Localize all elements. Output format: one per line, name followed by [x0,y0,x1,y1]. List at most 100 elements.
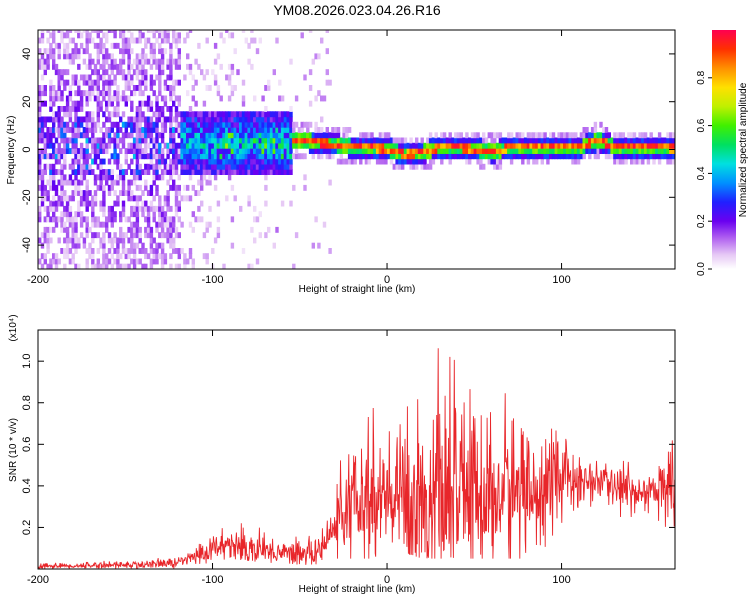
spectrogram-cell [77,179,81,186]
spectrogram-cell [132,253,137,260]
spectrogram-cell [102,248,106,254]
spectrogram-cell [40,37,45,44]
spectrogram-cell [213,42,218,49]
spectrogram-cell [166,237,170,244]
spectrogram-cell [96,58,100,65]
spectrogram-cell [630,148,634,154]
spectrogram-cell [211,248,215,254]
spectrogram-cell [479,163,483,170]
spectrogram-cell [160,121,165,128]
spectrogram-cell [135,63,140,70]
spectrogram-cell [200,69,204,76]
spectrogram-cell [107,132,112,139]
spectrogram-cell [275,169,279,175]
spectrogram-cell [60,121,64,128]
spectrogram-cell [65,69,70,76]
spectrogram-cell [149,100,154,107]
spectrogram-cell [398,142,402,149]
spectrogram-cell [113,190,117,196]
spectrogram-cell [657,153,662,160]
spectrogram-cell [119,58,123,65]
spectrogram-cell [177,190,181,196]
spectrogram-cell [264,153,268,160]
spectrogram-cell [63,179,67,186]
spectrogram-cell [38,137,42,144]
spectrogram-cell [191,121,195,128]
spectrogram-cell [596,137,600,144]
spectrogram-cell [264,163,268,170]
spectrogram-cell [110,127,114,133]
spectrogram-cell [82,30,87,33]
spectrogram-cell [230,148,235,154]
spectrogram-cell [194,79,198,86]
spectrogram-cell [74,174,78,181]
spectrogram-cell [540,148,544,154]
spectrogram-cell [239,142,243,149]
spectrogram-cell [96,69,100,76]
spectrogram-cell [244,132,248,139]
spectrogram-cell [465,148,469,154]
spectrogram-cell [378,158,383,165]
spectrogram-cell [102,158,106,165]
spectrogram-cell [225,148,229,154]
spectrogram-cell [79,90,84,97]
spectrogram-cell [116,237,120,244]
spectrogram-cell [74,190,78,196]
spectrogram-cell [233,137,237,144]
spectrogram-cell [85,132,89,139]
spectrogram-cell [283,116,288,123]
spectrogram-cell [666,158,670,165]
spectrogram-cell [434,148,438,154]
spectrogram-cell [65,216,70,223]
spectrogram-cell [77,190,81,196]
spectrogram-cell [88,226,92,233]
spectrogram-cell [191,95,195,102]
spectrogram-cell [255,216,260,223]
spectrogram-cell [160,48,165,55]
spectrogram-cell [119,174,123,181]
spectrogram-cell [124,85,128,91]
spectrogram-cell [40,58,45,65]
spectrogram-cell [571,158,575,165]
spectrogram-cell [74,74,78,81]
spectrogram-cell [46,211,50,218]
spectrogram-cell [113,111,117,118]
spectrogram-cell [110,53,114,60]
spectrogram-cell [236,111,240,118]
spectrogram-cell [102,95,106,102]
spectrogram-cell [40,190,45,196]
spectrogram-cell [60,90,64,97]
spectrogram-cell [529,137,533,144]
spectrogram-cell [671,142,675,149]
spectrogram-cell [253,116,257,123]
spectrogram-cell [549,148,553,154]
spectrogram-cell [54,258,59,265]
spectrogram-cell [269,142,274,149]
spectrogram-cell [102,53,106,60]
spectrogram-cell [183,195,187,202]
spectrogram-cell [236,127,240,133]
spectrogram-cell [652,153,656,160]
spectrogram-cell [250,158,254,165]
spectrogram-cell [261,111,265,118]
spectrogram-cell [57,148,61,154]
spectrogram-cell [146,127,151,133]
spectrogram-cell [618,153,623,160]
spectrogram-cell [473,148,477,154]
spectrogram-cell [521,158,525,165]
spectrogram-cell [107,85,112,91]
spectrogram-cell [328,132,332,139]
spectrogram-cell [657,137,662,144]
spectrogram-cell [219,95,223,102]
spectrogram-cell [191,263,195,269]
spectrogram-cell [230,90,235,97]
spectrogram-cell [130,74,134,81]
spectrogram-cell [543,137,547,144]
spectrogram-cell [152,258,156,265]
spectrogram-cell [392,153,396,160]
spectrogram-cell [197,148,201,154]
spectrogram-cell [361,142,366,149]
spectrogram-cell [247,158,251,165]
spectrogram-cell [297,132,302,139]
